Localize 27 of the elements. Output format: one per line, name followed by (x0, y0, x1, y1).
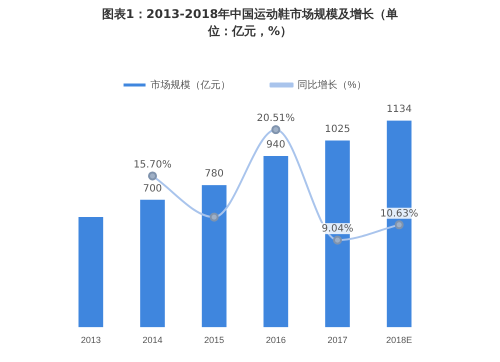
legend-label: 同比增长（%） (298, 78, 366, 91)
point (333, 236, 342, 245)
data-label: 20.51% (256, 113, 295, 124)
point (271, 125, 280, 134)
data-label: 780 (204, 168, 224, 180)
legend-label: 市场规模（亿元） (150, 78, 231, 91)
bar (140, 200, 165, 328)
point (394, 220, 404, 230)
bar (264, 156, 288, 328)
point (210, 212, 219, 222)
data-label: 940 (266, 140, 286, 151)
x-tick-label: 2016 (266, 335, 286, 346)
bar (202, 185, 226, 328)
x-tick-label: 2015 (204, 335, 224, 346)
x-tick-label: 2018E (386, 335, 412, 346)
chart-title: 图表1：2013-2018年中国运动鞋市场规模及增长（单位：亿元，%） (100, 6, 400, 40)
bar (78, 217, 104, 328)
data-label: 15.70% (133, 160, 172, 171)
point (148, 171, 157, 180)
data-label: 9.04% (322, 224, 354, 235)
data-label: 1025 (324, 124, 350, 136)
x-tick-label: 2013 (80, 335, 101, 346)
data-label: 1134 (386, 104, 412, 116)
data-label: 700 (142, 183, 162, 194)
x-tick-label: 2017 (327, 335, 348, 346)
x-tick-label: 2014 (142, 335, 163, 346)
data-label: 10.63% (380, 208, 418, 220)
